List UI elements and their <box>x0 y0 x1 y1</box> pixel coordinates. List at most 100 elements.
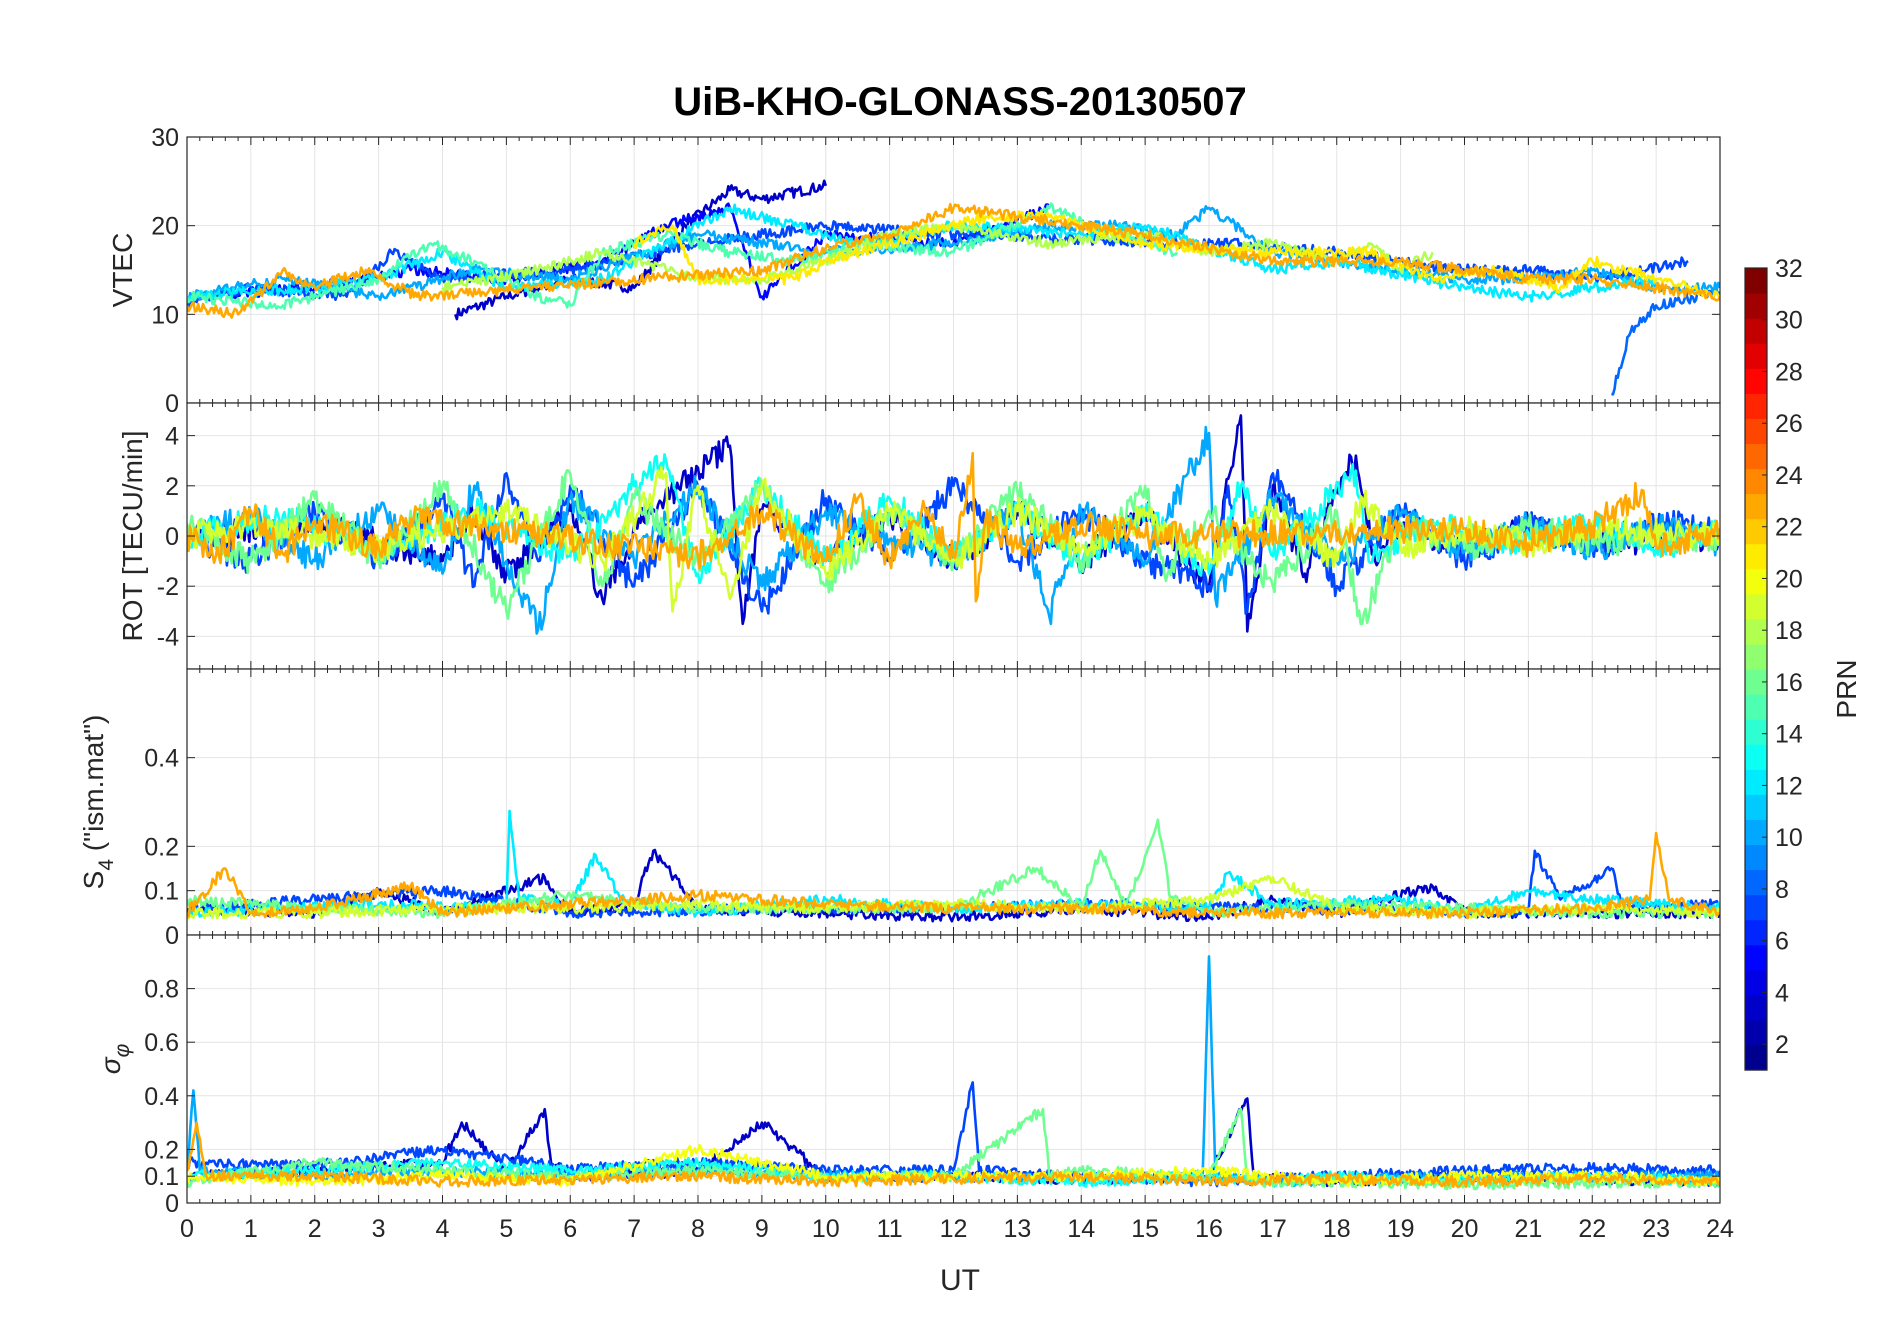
colorbar-tick-label: 6 <box>1775 928 1789 956</box>
panel-s4: 0 0.1 0.2 0.4 S4 ("ism.mat") <box>78 668 1721 950</box>
colorbar-swatch-32 <box>1745 268 1767 294</box>
x-tick-label: 17 <box>1259 1215 1287 1243</box>
x-tick-label: 1 <box>244 1215 258 1243</box>
colorbar-swatch-9 <box>1745 844 1767 871</box>
colorbar-tick-label: 26 <box>1775 410 1803 438</box>
x-tick-label: 23 <box>1642 1215 1670 1243</box>
series-prn-23 <box>187 831 1720 920</box>
colorbar-swatch-11 <box>1745 794 1767 820</box>
colorbar-swatch-4 <box>1745 969 1767 996</box>
colorbar-swatch-10 <box>1745 819 1767 846</box>
colorbar-tick-label: 32 <box>1775 255 1803 283</box>
colorbar-tick-label: 10 <box>1775 824 1803 852</box>
y-tick-label: 4 <box>165 423 179 451</box>
colorbar-tick-label: 2 <box>1775 1031 1789 1059</box>
y-tick-label: 0 <box>165 523 179 551</box>
x-tick-label: 12 <box>940 1215 968 1243</box>
colorbar-swatch-6 <box>1745 919 1767 946</box>
colorbar-swatch-31 <box>1745 293 1767 319</box>
colorbar-swatch-22 <box>1745 518 1767 545</box>
y-tick-label: 0.2 <box>144 833 179 861</box>
colorbar-tick-label: 18 <box>1775 617 1803 645</box>
y-tick-label: 0.6 <box>144 1029 179 1057</box>
x-tick-label: 7 <box>627 1215 641 1243</box>
series-prn-23 <box>187 1121 1720 1189</box>
colorbar-swatch-7 <box>1745 894 1767 921</box>
y-tick-label: 0 <box>165 1190 179 1218</box>
panel-s4-series <box>187 809 1720 923</box>
x-tick-label: 24 <box>1706 1215 1734 1243</box>
colorbar-swatch-15 <box>1745 694 1767 720</box>
y-tick-label: -2 <box>157 573 179 601</box>
x-tick-label: 22 <box>1578 1215 1606 1243</box>
y-tick-label: 20 <box>151 213 179 241</box>
colorbar-swatch-16 <box>1745 669 1767 695</box>
y-tick-label: 2 <box>165 473 179 501</box>
panel-sigma_phi: 00.10.2 0.4 0.6 0.8 σφ <box>95 934 1721 1218</box>
x-tick-label: 10 <box>812 1215 840 1243</box>
x-axis-label: UT <box>940 1264 980 1297</box>
colorbar-swatch-1 <box>1745 1044 1767 1071</box>
colorbar-label: PRN <box>1831 659 1862 718</box>
colorbar-tick-label: 4 <box>1775 979 1789 1007</box>
y-axis-label-rot: ROT [TECU/min] <box>117 430 148 641</box>
x-tick-label: 6 <box>563 1215 577 1243</box>
series-prn-20 <box>187 1143 1720 1188</box>
y-axis-label-sigma-phi: σφ <box>95 1043 134 1074</box>
y-axis-label-vtec: VTEC <box>107 233 138 308</box>
x-tick-label: 0 <box>180 1215 194 1243</box>
x-tick-label: 18 <box>1323 1215 1351 1243</box>
colorbar-swatch-28 <box>1745 368 1767 394</box>
colorbar-swatch-13 <box>1745 744 1767 770</box>
x-tick-label: 4 <box>436 1215 450 1243</box>
x-tick-label: 14 <box>1067 1215 1095 1243</box>
colorbar-swatch-20 <box>1745 568 1767 595</box>
panel-sigma_phi-series <box>187 955 1720 1191</box>
y-tick-label: 0.4 <box>144 1083 179 1111</box>
y-tick-label: 0.1 <box>144 1163 179 1191</box>
y-tick-label: 10 <box>151 301 179 329</box>
colorbar-tick-label: 30 <box>1775 307 1803 335</box>
colorbar-tick-label: 8 <box>1775 876 1789 904</box>
y-tick-label: 0.8 <box>144 976 179 1004</box>
y-tick-label: -4 <box>157 623 179 651</box>
colorbar-swatch-12 <box>1745 769 1767 795</box>
colorbar-swatch-23 <box>1745 493 1767 520</box>
y-tick-label: 0.1 <box>144 878 179 906</box>
panel-vtec-series <box>187 179 1720 396</box>
colorbar-swatch-14 <box>1745 719 1767 745</box>
colorbar-swatch-21 <box>1745 543 1767 570</box>
colorbar-tick-label: 20 <box>1775 565 1803 593</box>
series-prn-23 <box>187 451 1720 603</box>
x-tick-label: 11 <box>877 1215 903 1243</box>
colorbar-frame <box>1744 267 1768 1071</box>
x-tick-label: 13 <box>1003 1215 1031 1243</box>
x-tick-label: 15 <box>1131 1215 1159 1243</box>
y-tick-label: 0 <box>165 922 179 950</box>
colorbar-swatch-2 <box>1745 1019 1767 1046</box>
y-axis-label-s4: S4 ("ism.mat") <box>78 715 118 890</box>
chart-title: UiB-KHO-GLONASS-20130507 <box>673 80 1247 124</box>
x-tick-label: 5 <box>499 1215 513 1243</box>
colorbar-swatch-29 <box>1745 343 1767 369</box>
x-tick-label: 20 <box>1451 1215 1479 1243</box>
colorbar-swatch-24 <box>1745 468 1767 495</box>
colorbar-swatch-30 <box>1745 318 1767 344</box>
series-prn-15 <box>187 202 1179 311</box>
colorbar-swatch-25 <box>1745 443 1767 470</box>
x-tick-label: 8 <box>691 1215 705 1243</box>
x-tick-label: 16 <box>1195 1215 1223 1243</box>
colorbar-tick-label: 24 <box>1775 462 1803 490</box>
colorbar-swatch-18 <box>1745 618 1767 645</box>
colorbar-swatch-3 <box>1745 994 1767 1021</box>
colorbar-swatch-26 <box>1745 418 1767 445</box>
y-tick-label: 0 <box>165 390 179 418</box>
series-prn-21 <box>632 210 1720 300</box>
panel-rot: -4 -2 0 2 4 ROT [TECU/min] <box>117 402 1721 670</box>
colorbar-swatch-27 <box>1745 393 1767 419</box>
colorbar-swatch-19 <box>1745 593 1767 620</box>
series-prn-7 <box>187 1081 1720 1188</box>
